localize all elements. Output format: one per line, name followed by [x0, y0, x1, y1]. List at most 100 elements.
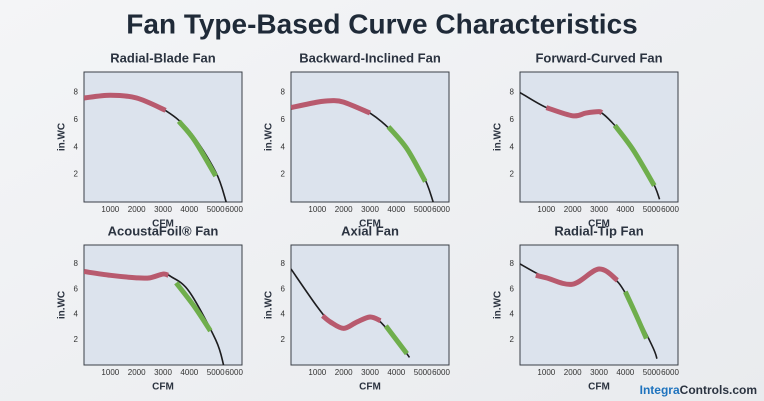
x-tick-label: 6000 [225, 368, 243, 377]
y-tick-label: 4 [510, 310, 515, 319]
x-tick-label: 5000 [207, 368, 225, 377]
curve [176, 119, 218, 178]
x-tick-label: 1000 [308, 368, 326, 377]
chart-title: Axial Fan [341, 223, 399, 238]
curve [386, 125, 428, 183]
chart-title: Radial-Blade Fan [110, 50, 216, 65]
x-tick-label: 2000 [564, 368, 582, 377]
x-tick-label: 5000 [643, 368, 661, 377]
plot-area [519, 244, 679, 366]
curve [84, 269, 170, 281]
y-tick-label: 6 [74, 115, 79, 124]
x-tick-label: 3000 [590, 368, 608, 377]
x-tick-label: 3000 [154, 368, 172, 377]
x-axis-label: CFM [152, 382, 174, 393]
x-tick-label: 1000 [308, 205, 326, 214]
x-tick-label: 5000 [414, 368, 432, 377]
chart-title: Backward-Inclined Fan [299, 50, 441, 65]
page-title: Fan Type-Based Curve Characteristics [126, 8, 637, 39]
plot-area [290, 71, 450, 203]
x-tick-label: 6000 [661, 368, 679, 377]
curve [383, 324, 409, 356]
y-tick-label: 4 [281, 310, 286, 319]
plot-area [83, 244, 243, 366]
x-tick-label: 1000 [101, 205, 119, 214]
y-axis-label: in.WC [264, 123, 275, 151]
y-tick-label: 4 [510, 142, 515, 151]
y-axis-label: in.WC [493, 123, 504, 151]
curve [623, 290, 649, 340]
x-tick-label: 2000 [564, 205, 582, 214]
chart-title: Radial-Tip Fan [554, 223, 643, 238]
y-axis-label: in.WC [493, 291, 504, 319]
y-tick-label: 4 [74, 142, 79, 151]
y-tick-label: 8 [510, 88, 515, 97]
x-tick-label: 6000 [432, 205, 450, 214]
x-tick-label: 3000 [361, 205, 379, 214]
x-tick-label: 6000 [661, 205, 679, 214]
x-tick-label: 2000 [128, 205, 146, 214]
y-tick-label: 2 [74, 335, 79, 344]
y-tick-label: 6 [510, 284, 515, 293]
x-axis-label: CFM [588, 219, 610, 230]
x-tick-label: 4000 [616, 205, 634, 214]
x-tick-label: 6000 [225, 205, 243, 214]
curve [320, 313, 382, 331]
y-tick-label: 2 [510, 335, 515, 344]
x-tick-label: 3000 [590, 205, 608, 214]
curve [291, 98, 371, 116]
chart-title: Forward-Curved Fan [535, 50, 662, 65]
curve [84, 92, 167, 113]
y-tick-label: 2 [510, 170, 515, 179]
x-axis-label: CFM [359, 382, 381, 393]
y-tick-label: 4 [281, 142, 286, 151]
x-tick-label: 6000 [432, 368, 450, 377]
x-tick-label: 5000 [207, 205, 225, 214]
y-tick-label: 6 [281, 115, 286, 124]
x-tick-label: 3000 [154, 205, 172, 214]
x-axis-label: CFM [359, 219, 381, 230]
x-tick-label: 2000 [128, 368, 146, 377]
x-tick-label: 1000 [537, 368, 555, 377]
y-tick-label: 6 [510, 115, 515, 124]
brand: IntegraControls.com [640, 383, 757, 397]
y-tick-label: 2 [281, 335, 286, 344]
x-tick-label: 4000 [616, 368, 634, 377]
y-tick-label: 8 [281, 259, 286, 268]
y-tick-label: 8 [74, 88, 79, 97]
y-axis-label: in.WC [57, 123, 68, 151]
y-tick-label: 6 [74, 284, 79, 293]
x-tick-label: 2000 [335, 205, 353, 214]
curve [535, 266, 619, 287]
y-tick-label: 8 [74, 259, 79, 268]
x-axis-label: CFM [588, 382, 610, 393]
chart-title: AcoustaFoil® Fan [108, 223, 219, 238]
x-tick-label: 4000 [387, 368, 405, 377]
curve [612, 123, 657, 187]
curve [545, 105, 604, 119]
y-axis-label: in.WC [57, 291, 68, 319]
curve [174, 281, 213, 333]
x-tick-label: 1000 [101, 368, 119, 377]
y-tick-label: 2 [74, 170, 79, 179]
x-tick-label: 5000 [414, 205, 432, 214]
x-tick-label: 4000 [387, 205, 405, 214]
y-tick-label: 8 [281, 88, 286, 97]
y-tick-label: 6 [281, 284, 286, 293]
plot-area [83, 71, 243, 203]
x-tick-label: 1000 [537, 205, 555, 214]
x-tick-label: 3000 [361, 368, 379, 377]
plot-area [290, 244, 450, 366]
brand-suffix: Controls.com [680, 383, 757, 397]
x-axis-label: CFM [152, 219, 174, 230]
y-axis-label: in.WC [264, 291, 275, 319]
y-tick-label: 4 [74, 310, 79, 319]
x-tick-label: 4000 [180, 205, 198, 214]
y-tick-label: 8 [510, 259, 515, 268]
brand-name: Integra [640, 383, 680, 397]
x-tick-label: 2000 [335, 368, 353, 377]
y-tick-label: 2 [281, 170, 286, 179]
x-tick-label: 4000 [180, 368, 198, 377]
x-tick-label: 5000 [643, 205, 661, 214]
